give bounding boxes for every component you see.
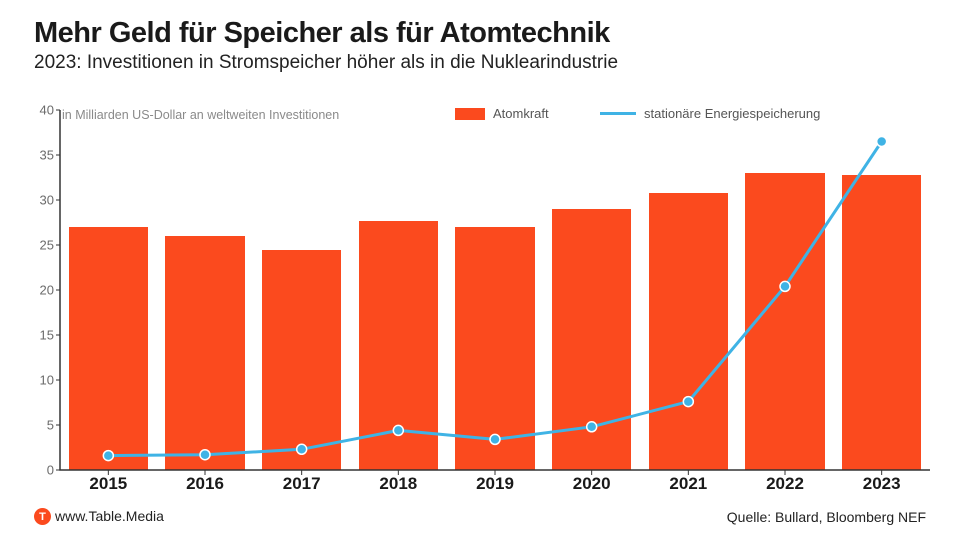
- line-marker: [780, 281, 790, 291]
- x-tick-label: 2016: [186, 474, 224, 494]
- line-marker: [683, 397, 693, 407]
- x-tick-label: 2015: [89, 474, 127, 494]
- line-marker: [490, 434, 500, 444]
- x-tick-label: 2017: [283, 474, 321, 494]
- logo-icon: T: [34, 508, 51, 525]
- line-marker: [297, 444, 307, 454]
- x-tick-label: 2023: [863, 474, 901, 494]
- y-tick-label: 35: [24, 148, 60, 163]
- y-tick-label: 15: [24, 328, 60, 343]
- y-tick-label: 40: [24, 103, 60, 118]
- chart-card: Mehr Geld für Speicher als für Atomtechn…: [0, 0, 960, 536]
- line-marker: [393, 425, 403, 435]
- footer-source: Quelle: Bullard, Bloomberg NEF: [727, 509, 926, 525]
- x-tick-label: 2019: [476, 474, 514, 494]
- line-marker: [877, 137, 887, 147]
- line-marker: [103, 451, 113, 461]
- y-tick-label: 20: [24, 283, 60, 298]
- footer-site: Twww.Table.Media: [34, 508, 164, 527]
- footer: Twww.Table.Media Quelle: Bullard, Bloomb…: [34, 508, 926, 527]
- x-tick-label: 2021: [669, 474, 707, 494]
- chart-title: Mehr Geld für Speicher als für Atomtechn…: [34, 18, 926, 50]
- plot-area: 0510152025303540 20152016201720182019202…: [60, 110, 930, 470]
- x-axis: 2015 2016 2017 2018 2019 2020 2021 2022 2023: [60, 474, 930, 494]
- y-tick-label: 25: [24, 238, 60, 253]
- chart-subtitle: 2023: Investitionen in Stromspeicher höh…: [34, 52, 926, 74]
- site-url: www.Table.Media: [55, 508, 164, 524]
- x-tick-label: 2018: [379, 474, 417, 494]
- y-tick-label: 5: [24, 418, 60, 433]
- y-tick-label: 10: [24, 373, 60, 388]
- y-tick-label: 0: [24, 463, 60, 478]
- line-marker: [200, 450, 210, 460]
- x-tick-label: 2022: [766, 474, 804, 494]
- y-tick-label: 30: [24, 193, 60, 208]
- line-marker: [587, 422, 597, 432]
- x-tick-label: 2020: [573, 474, 611, 494]
- line-series: [60, 110, 930, 470]
